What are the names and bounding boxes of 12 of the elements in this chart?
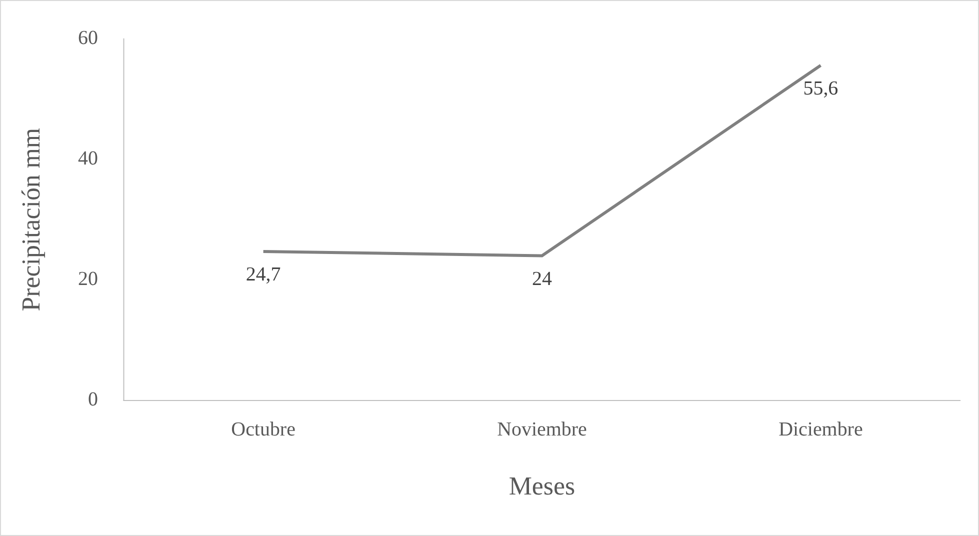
y-tick-label: 20 — [78, 268, 98, 290]
y-tick-label: 0 — [88, 388, 98, 411]
y-tick-label: 60 — [78, 27, 98, 50]
data-label: 55,6 — [803, 78, 838, 100]
y-tick-label: 40 — [78, 148, 98, 170]
y-axis-title: Precipitación mm — [16, 128, 46, 312]
x-axis-title: Meses — [508, 471, 576, 500]
data-label: 24,7 — [246, 264, 281, 286]
x-tick-label: Noviembre — [497, 418, 588, 440]
x-tick-label: Diciembre — [778, 418, 863, 440]
x-tick-label: Octubre — [231, 418, 296, 440]
data-label: 24 — [532, 268, 552, 290]
